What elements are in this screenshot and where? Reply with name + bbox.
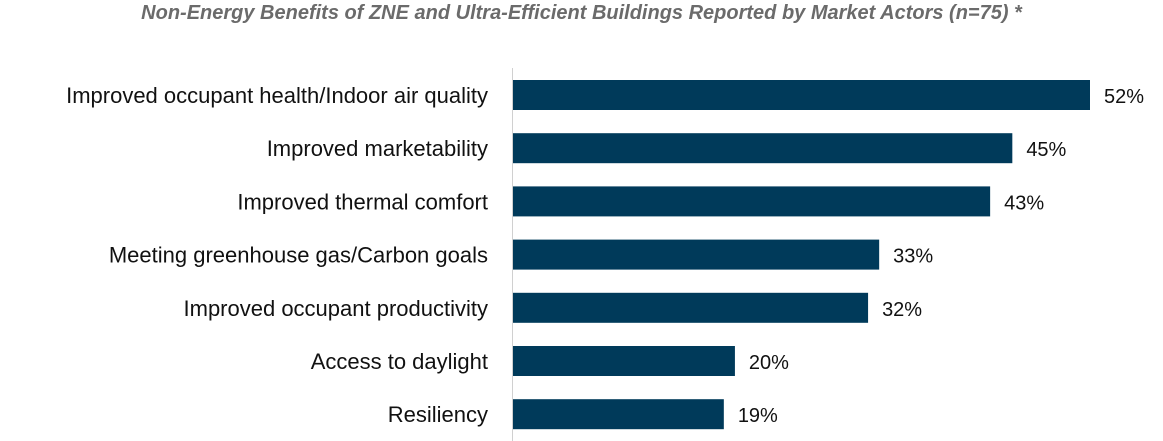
bar (513, 346, 735, 376)
value-label: 32% (882, 299, 922, 321)
value-label: 33% (893, 246, 933, 268)
bar (513, 292, 869, 323)
bars-group: Improved occupant health/Indoor air qual… (66, 80, 1144, 430)
chart-title: Non-Energy Benefits of ZNE and Ultra-Eff… (141, 2, 1022, 24)
category-label: Improved thermal comfort (237, 189, 488, 214)
bar (513, 239, 880, 270)
category-label: Meeting greenhouse gas/Carbon goals (109, 243, 488, 268)
bar (513, 133, 1013, 164)
value-label: 45% (1026, 139, 1066, 161)
category-label: Resiliency (388, 402, 488, 427)
category-label: Improved occupant health/Indoor air qual… (66, 83, 488, 108)
bar (513, 186, 991, 217)
value-label: 43% (1004, 192, 1044, 214)
category-label: Improved occupant productivity (184, 296, 489, 321)
category-label: Access to daylight (311, 349, 488, 374)
value-label: 52% (1104, 86, 1144, 108)
value-label: 19% (738, 405, 778, 427)
category-label: Improved marketability (267, 136, 488, 161)
bar (513, 399, 724, 430)
bar (513, 80, 1090, 110)
value-label: 20% (749, 352, 789, 374)
